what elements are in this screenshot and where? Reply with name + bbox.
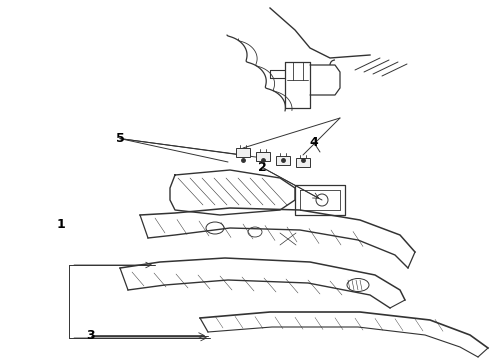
Bar [256, 152, 270, 161]
Bar [296, 158, 310, 167]
Text: 5: 5 [116, 132, 124, 145]
Bar [276, 156, 290, 165]
Text: 1: 1 [57, 219, 66, 231]
Text: 4: 4 [309, 136, 318, 149]
Text: 2: 2 [258, 161, 267, 174]
Text: 3: 3 [86, 329, 95, 342]
Bar [236, 148, 250, 157]
